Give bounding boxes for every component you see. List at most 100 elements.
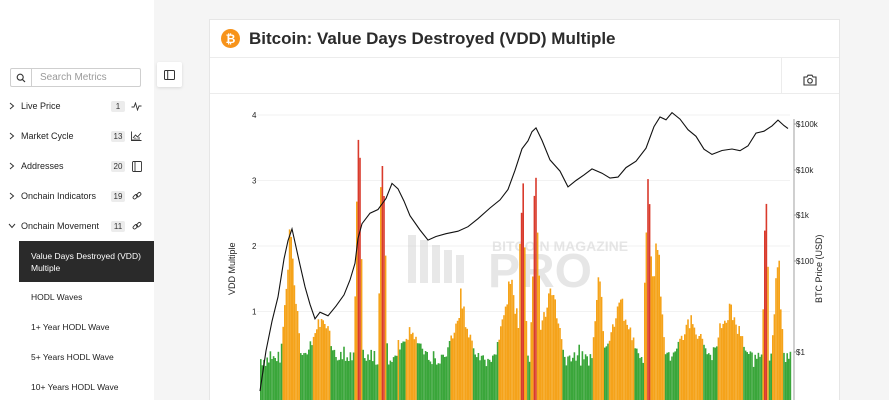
subnav-item-hodl-waves[interactable]: HODL Waves (19, 287, 154, 307)
chart-panel: ₿ Bitcoin: Value Days Destroyed (VDD) Mu… (209, 19, 840, 400)
vdd-bar (378, 293, 380, 400)
subnav-item-1-year-hodl-wave[interactable]: 1+ Year HODL Wave (19, 317, 154, 337)
vdd-bar (764, 230, 766, 400)
vdd-bar (525, 321, 528, 400)
vdd-bar (584, 354, 587, 400)
nav-item-onchain-movement[interactable]: Onchain Movement 11 (0, 215, 154, 237)
nav-item-label: Live Price (21, 101, 61, 111)
vdd-bar (786, 353, 788, 400)
vdd-bar (500, 326, 502, 400)
vdd-bar (517, 328, 520, 400)
vdd-bar (424, 351, 427, 400)
right-tick-label: $100k (796, 120, 819, 129)
vdd-bar (396, 355, 398, 400)
chart-toolbar (210, 58, 839, 94)
vdd-bar (533, 195, 536, 400)
vdd-bar (696, 338, 699, 400)
nav-item-addresses[interactable]: Addresses 20 (0, 155, 154, 177)
chevron-right-icon (8, 162, 16, 170)
vdd-bar (716, 346, 718, 400)
vdd-bar (624, 319, 627, 400)
vdd-bar (322, 320, 324, 400)
subnav-item-vdd-multiple[interactable]: Value Days Destroyed (VDD) Multiple (19, 241, 154, 282)
search-button[interactable] (11, 69, 32, 86)
vdd-bar (388, 364, 390, 400)
vdd-bar (640, 357, 643, 400)
nav-item-label: Onchain Indicators (21, 191, 97, 201)
nav-item-count: 11 (111, 220, 125, 232)
subnav-item-5-years-hodl-wave[interactable]: 5+ Years HODL Wave (19, 347, 154, 367)
chart-watermark: BITCOIN MAGAZINE PRO (408, 235, 628, 298)
search-input[interactable] (40, 69, 140, 86)
vdd-bar (607, 343, 609, 400)
nav-item-count: 20 (111, 160, 125, 172)
vdd-bar (488, 359, 491, 400)
vdd-bar (360, 259, 363, 400)
vdd-bar (317, 319, 320, 400)
sidebar-toggle-icon (164, 69, 175, 80)
sidebar-toggle-button[interactable] (157, 62, 182, 87)
nav-item-label: Onchain Movement (21, 221, 100, 231)
vdd-bar (370, 349, 372, 400)
subnav-item-10-years-hodl-wave[interactable]: 10+ Years HODL Wave (19, 377, 154, 397)
vdd-bar (679, 338, 681, 400)
vdd-bar (400, 343, 403, 400)
vdd-bar (405, 338, 408, 400)
vdd-bar (442, 354, 444, 400)
vdd-bar (527, 355, 529, 400)
vdd-bar (330, 346, 332, 400)
vdd-bar (583, 359, 585, 400)
vdd-bar (541, 320, 544, 400)
search-box (10, 68, 141, 87)
vdd-bar (660, 296, 662, 400)
nav-item-label: Addresses (21, 161, 64, 171)
vdd-bar (306, 354, 308, 400)
vdd-bar (588, 365, 590, 400)
vdd-bar (693, 327, 696, 400)
vdd-bar (536, 232, 539, 400)
subnav-item-label: HODL Waves (31, 292, 83, 302)
vdd-bar (519, 243, 521, 400)
camera-icon[interactable] (803, 74, 817, 86)
right-axis-ticks: $100k $10k $1k $100 $1 (794, 120, 819, 357)
vdd-bar (581, 351, 584, 400)
vdd-bar (327, 326, 329, 400)
bitcoin-logo-icon: ₿ (221, 29, 240, 48)
vdd-bar (714, 347, 716, 400)
vdd-bar (631, 340, 633, 400)
vdd-bar (506, 304, 508, 400)
vdd-bar (348, 361, 350, 400)
vdd-bar (504, 306, 507, 400)
vdd-bar (572, 357, 574, 400)
vdd-bar (765, 203, 768, 400)
vdd-bar (439, 363, 441, 400)
vdd-bar (784, 362, 787, 400)
left-axis-ticks: 4 3 2 1 (252, 111, 257, 317)
vdd-bar (562, 349, 564, 400)
vdd-bar (434, 358, 436, 400)
vdd-bar (709, 354, 712, 400)
vdd-bar (295, 303, 297, 400)
vdd-bar (661, 314, 664, 400)
vdd-bar (354, 296, 356, 400)
vdd-bar (364, 358, 366, 400)
vdd-bar (426, 352, 428, 400)
vdd-bar (724, 320, 726, 400)
nav-item-count: 19 (111, 190, 125, 202)
vdd-bar (680, 335, 683, 400)
nav-item-live-price[interactable]: Live Price 1 (0, 95, 154, 117)
vdd-bar (570, 361, 572, 400)
vdd-bar (652, 276, 654, 400)
vdd-bar (720, 328, 723, 400)
vdd-bar (524, 247, 526, 400)
watermark-line-2: PRO (488, 245, 592, 298)
vdd-bar (402, 341, 404, 400)
vdd-bar (698, 336, 700, 400)
vdd-bar (746, 352, 748, 400)
vdd-bar (452, 338, 454, 400)
nav-item-onchain-indicators[interactable]: Onchain Indicators 19 (0, 185, 154, 207)
nav-item-market-cycle[interactable]: Market Cycle 13 (0, 125, 154, 147)
vdd-bar (479, 360, 481, 400)
vdd-bar (772, 335, 774, 400)
watermark-line-1: BITCOIN MAGAZINE (492, 238, 628, 254)
